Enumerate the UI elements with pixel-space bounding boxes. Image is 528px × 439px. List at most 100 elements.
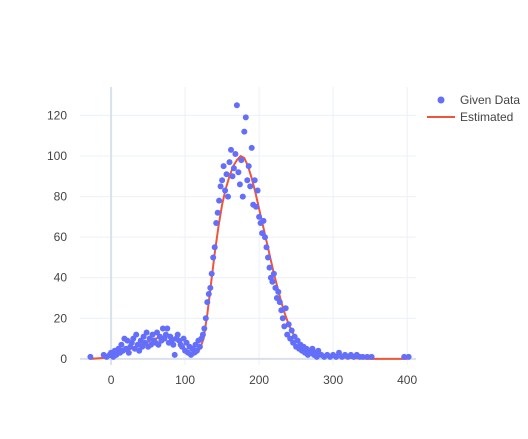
data-point <box>159 325 166 332</box>
data-point <box>164 325 171 332</box>
data-point <box>244 177 251 184</box>
data-point <box>87 353 94 360</box>
y-tick-label: 0 <box>60 352 67 366</box>
data-point <box>241 128 248 135</box>
data-point <box>269 278 276 285</box>
data-point <box>247 183 254 190</box>
data-point <box>282 305 289 312</box>
data-point <box>256 213 263 220</box>
data-point <box>228 146 234 153</box>
legend-item-given-data[interactable]: Given Data <box>437 93 521 107</box>
data-point <box>276 299 283 306</box>
data-point <box>285 321 292 328</box>
data-point <box>225 193 231 200</box>
data-point <box>226 159 233 166</box>
data-point <box>266 264 273 271</box>
y-tick-label: 60 <box>54 230 68 244</box>
legend-label-given-data: Given Data <box>460 93 520 107</box>
x-tick-label: 400 <box>397 373 417 387</box>
data-point <box>238 157 245 164</box>
data-point <box>140 333 147 340</box>
x-tick-label: 200 <box>249 373 269 387</box>
data-point <box>125 349 132 356</box>
data-point <box>179 343 186 350</box>
legend-item-estimated[interactable]: Estimated <box>427 110 513 124</box>
data-point <box>199 331 206 338</box>
x-tick-label: 0 <box>108 373 115 387</box>
data-point <box>213 220 220 226</box>
data-point <box>220 163 227 170</box>
data-point <box>148 341 154 348</box>
data-point <box>174 331 181 338</box>
data-point <box>217 183 224 190</box>
data-point <box>208 270 215 277</box>
data-point <box>222 187 229 194</box>
data-point <box>265 254 271 261</box>
legend-marker-given-data <box>437 96 445 104</box>
y-tick-label: 20 <box>54 311 68 325</box>
data-point <box>270 270 277 277</box>
data-point <box>196 343 203 350</box>
data-point <box>134 341 141 348</box>
data-point <box>219 177 226 184</box>
data-point <box>214 209 221 216</box>
data-point <box>223 171 230 178</box>
data-point <box>260 217 267 224</box>
data-point <box>171 351 178 358</box>
y-tick-label: 40 <box>54 271 68 285</box>
data-point <box>204 299 211 306</box>
data-point <box>207 284 214 291</box>
data-point <box>288 327 295 334</box>
data-point <box>118 341 125 348</box>
data-point <box>193 347 200 354</box>
x-tick-label: 300 <box>323 373 343 387</box>
data-point <box>211 244 218 251</box>
data-point <box>262 234 268 241</box>
data-point <box>233 102 240 109</box>
data-point <box>313 353 320 360</box>
data-point <box>205 291 212 297</box>
data-point <box>401 353 408 360</box>
data-point <box>275 288 282 295</box>
data-point <box>245 163 252 170</box>
data-point <box>263 244 270 251</box>
data-point <box>239 193 246 200</box>
data-point <box>279 315 286 322</box>
data-point <box>251 177 258 184</box>
data-point <box>143 329 150 336</box>
data-point <box>315 347 322 354</box>
data-point <box>253 203 260 210</box>
data-point <box>336 349 342 356</box>
data-point <box>201 325 208 332</box>
data-point <box>254 187 261 194</box>
data-point <box>235 169 242 176</box>
data-point <box>133 331 140 338</box>
y-axis-ticks: 0 20 40 60 80 100 120 <box>47 108 67 366</box>
data-point <box>405 353 412 360</box>
y-tick-label: 100 <box>47 149 67 163</box>
data-point <box>364 353 371 360</box>
data-point <box>359 353 366 360</box>
data-point <box>236 181 243 188</box>
data-point <box>149 331 156 338</box>
data-point <box>368 353 375 360</box>
data-point <box>155 341 162 348</box>
data-point <box>210 254 217 261</box>
y-tick-label: 120 <box>47 108 67 122</box>
y-tick-label: 80 <box>54 190 68 204</box>
x-tick-label: 100 <box>175 373 195 387</box>
data-point <box>229 173 236 180</box>
data-point <box>230 165 237 172</box>
x-axis-ticks: 0 100 200 300 400 <box>108 373 418 387</box>
data-point <box>216 197 223 204</box>
data-point <box>248 144 255 151</box>
data-point <box>232 151 239 157</box>
legend[interactable]: Given Data Estimated <box>427 93 520 124</box>
data-point <box>180 335 187 342</box>
given-data-series <box>87 102 412 360</box>
legend-label-estimated: Estimated <box>460 110 513 124</box>
data-point <box>136 347 143 354</box>
data-point <box>202 315 209 322</box>
data-point <box>242 114 249 121</box>
